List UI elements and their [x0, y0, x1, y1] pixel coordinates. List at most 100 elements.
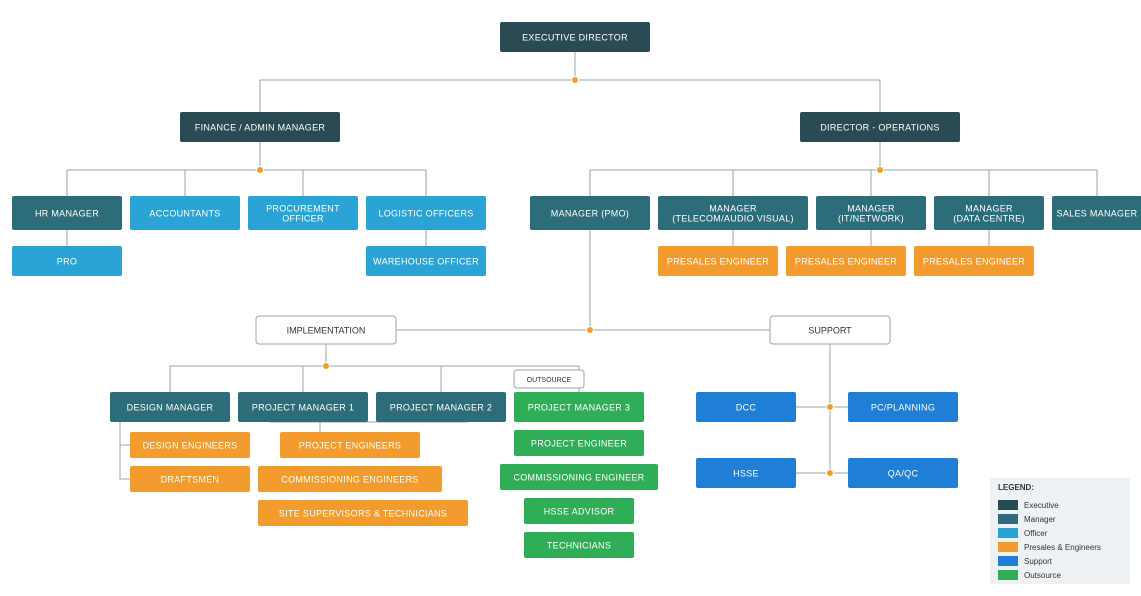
node-label-mgr_it-0: MANAGER — [847, 203, 895, 213]
legend-swatch-executive — [998, 500, 1018, 510]
section-label-outsource: OUTSOURCE — [527, 377, 572, 384]
node-label-procurement-0: PROCUREMENT — [266, 203, 340, 213]
node-label-hsse: HSSE — [733, 468, 759, 478]
node-dcc: DCC — [696, 392, 796, 422]
dot-0 — [572, 77, 579, 84]
node-fin_admin: FINANCE / ADMIN MANAGER — [180, 112, 340, 142]
node-os_tech: TECHNICIANS — [524, 532, 634, 558]
node-label-proj_eng: PROJECT ENGINEERS — [299, 440, 401, 450]
node-pm1: PROJECT MANAGER 1 — [238, 392, 368, 422]
node-label-design_mgr: DESIGN MANAGER — [127, 402, 214, 412]
node-mgr_pmo: MANAGER (PMO) — [530, 196, 650, 230]
section-outsource: OUTSOURCE — [514, 370, 584, 388]
node-design_mgr: DESIGN MANAGER — [110, 392, 230, 422]
sections: IMPLEMENTATION SUPPORT OUTSOURCE — [256, 316, 890, 388]
node-label-mgr_pmo: MANAGER (PMO) — [551, 208, 629, 218]
node-label-pc_planning: PC/PLANNING — [871, 402, 935, 412]
dot-1 — [257, 167, 264, 174]
node-label-hr_mgr: HR MANAGER — [35, 208, 99, 218]
node-label-os_hsse: HSSE ADVISOR — [544, 506, 615, 516]
legend-label-4: Support — [1024, 557, 1053, 566]
section-label-support: SUPPORT — [808, 325, 852, 335]
node-pm2: PROJECT MANAGER 2 — [376, 392, 506, 422]
node-label-dcc: DCC — [736, 402, 757, 412]
node-label-accountants: ACCOUNTANTS — [149, 208, 220, 218]
node-pre_dc: PRESALES ENGINEER — [914, 246, 1034, 276]
node-pre_it: PRESALES ENGINEER — [786, 246, 906, 276]
legend-label-0: Executive — [1024, 501, 1059, 510]
org-chart: IMPLEMENTATIONSUPPORTOUTSOURCEEXECUTIVE … — [0, 0, 1141, 596]
legend-label-3: Presales & Engineers — [1024, 543, 1101, 552]
node-label-mgr_telecom-1: (TELECOM/AUDIO VISUAL) — [672, 213, 794, 223]
node-os_proj_eng: PROJECT ENGINEER — [514, 430, 644, 456]
node-label-design_eng: DESIGN ENGINEERS — [143, 440, 238, 450]
node-label-pre_it: PRESALES ENGINEER — [795, 256, 897, 266]
node-label-os_proj_eng: PROJECT ENGINEER — [531, 438, 627, 448]
node-os_comm_eng: COMMISSIONING ENGINEER — [500, 464, 658, 490]
legend-label-5: Outsource — [1024, 571, 1061, 580]
node-label-pre_dc: PRESALES ENGINEER — [923, 256, 1025, 266]
node-label-pm1: PROJECT MANAGER 1 — [252, 402, 354, 412]
node-label-pre_telecom: PRESALES ENGINEER — [667, 256, 769, 266]
legend-swatch-officer — [998, 528, 1018, 538]
node-mgr_it: MANAGER(IT/NETWORK) — [816, 196, 926, 230]
node-label-warehouse: WAREHOUSE OFFICER — [373, 256, 479, 266]
legend-swatch-outsource — [998, 570, 1018, 580]
node-hr_mgr: HR MANAGER — [12, 196, 122, 230]
node-label-comm_eng: COMMISSIONING ENGINEERS — [281, 474, 418, 484]
legend-label-2: Officer — [1024, 529, 1048, 538]
dot-5 — [827, 404, 834, 411]
node-proj_eng: PROJECT ENGINEERS — [280, 432, 420, 458]
node-label-sales_mgr: SALES MANAGER — [1057, 208, 1138, 218]
legend-label-1: Manager — [1024, 515, 1056, 524]
node-label-mgr_it-1: (IT/NETWORK) — [838, 213, 904, 223]
node-dir_ops: DIRECTOR - OPERATIONS — [800, 112, 960, 142]
node-accountants: ACCOUNTANTS — [130, 196, 240, 230]
section-support: SUPPORT — [770, 316, 890, 344]
node-design_eng: DESIGN ENGINEERS — [130, 432, 250, 458]
node-label-pro: PRO — [57, 256, 77, 266]
node-label-procurement-1: OFFICER — [282, 213, 324, 223]
legend-swatch-manager — [998, 514, 1018, 524]
dot-4 — [323, 363, 330, 370]
node-pm3: PROJECT MANAGER 3 — [514, 392, 644, 422]
node-label-draftsmen: DRAFTSMEN — [161, 474, 220, 484]
node-hsse: HSSE — [696, 458, 796, 488]
node-site_sup: SITE SUPERVISORS & TECHNICIANS — [258, 500, 468, 526]
node-label-pm2: PROJECT MANAGER 2 — [390, 402, 492, 412]
node-pre_telecom: PRESALES ENGINEER — [658, 246, 778, 276]
node-label-mgr_dc-1: (DATA CENTRE) — [953, 213, 1025, 223]
node-label-dir_ops: DIRECTOR - OPERATIONS — [820, 122, 939, 132]
node-pro: PRO — [12, 246, 122, 276]
org-nodes: EXECUTIVE DIRECTOR FINANCE / ADMIN MANAGE… — [12, 22, 1141, 558]
node-logistic: LOGISTIC OFFICERS — [366, 196, 486, 230]
node-procurement: PROCUREMENTOFFICER — [248, 196, 358, 230]
node-draftsmen: DRAFTSMEN — [130, 466, 250, 492]
node-mgr_dc: MANAGER(DATA CENTRE) — [934, 196, 1044, 230]
node-label-logistic: LOGISTIC OFFICERS — [378, 208, 473, 218]
node-label-qaqc: QA/QC — [888, 468, 919, 478]
node-sales_mgr: SALES MANAGER — [1052, 196, 1141, 230]
node-comm_eng: COMMISSIONING ENGINEERS — [258, 466, 442, 492]
node-mgr_telecom: MANAGER(TELECOM/AUDIO VISUAL) — [658, 196, 808, 230]
dot-3 — [587, 327, 594, 334]
node-label-mgr_telecom-0: MANAGER — [709, 203, 757, 213]
dot-2 — [877, 167, 884, 174]
section-impl: IMPLEMENTATION — [256, 316, 396, 344]
node-label-fin_admin: FINANCE / ADMIN MANAGER — [195, 122, 326, 132]
node-qaqc: QA/QC — [848, 458, 958, 488]
node-exec: EXECUTIVE DIRECTOR — [500, 22, 650, 52]
node-warehouse: WAREHOUSE OFFICER — [366, 246, 486, 276]
node-label-os_comm_eng: COMMISSIONING ENGINEER — [513, 472, 644, 482]
legend: LEGEND: Executive Manager Officer Presales &… — [990, 478, 1130, 584]
section-label-impl: IMPLEMENTATION — [287, 325, 366, 335]
node-os_hsse: HSSE ADVISOR — [524, 498, 634, 524]
node-label-pm3: PROJECT MANAGER 3 — [528, 402, 630, 412]
node-label-exec: EXECUTIVE DIRECTOR — [522, 32, 628, 42]
legend-title: LEGEND: — [998, 483, 1034, 492]
node-pc_planning: PC/PLANNING — [848, 392, 958, 422]
node-label-os_tech: TECHNICIANS — [547, 540, 611, 550]
node-label-mgr_dc-0: MANAGER — [965, 203, 1013, 213]
node-label-site_sup: SITE SUPERVISORS & TECHNICIANS — [279, 508, 447, 518]
dot-6 — [827, 470, 834, 477]
